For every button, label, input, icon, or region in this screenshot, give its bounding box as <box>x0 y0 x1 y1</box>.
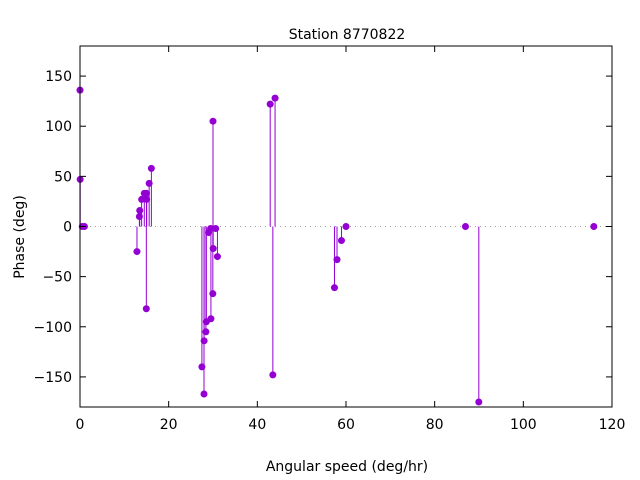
x-tick-label-0: 0 <box>76 417 85 433</box>
x-axis-ticks: 0 20 40 60 80 100 120 <box>76 46 626 433</box>
data-point-7 <box>138 195 146 203</box>
x-tick-label-6: 120 <box>599 417 626 433</box>
data-point-5 <box>135 212 143 220</box>
data-point-17 <box>202 328 210 336</box>
data-point-13 <box>147 164 155 172</box>
data-point-34 <box>461 223 469 230</box>
x-tick-label-2: 40 <box>248 417 266 433</box>
data-point-32 <box>337 237 345 245</box>
data-point-20 <box>207 225 215 233</box>
x-tick-label-5: 100 <box>510 417 537 433</box>
data-point-23 <box>209 117 217 125</box>
y-tick-label-4: 50 <box>54 169 72 185</box>
data-point-36 <box>590 223 598 230</box>
data-point-30 <box>330 284 338 292</box>
y-tick-label-5: 100 <box>45 119 72 135</box>
y-tick-label-0: −150 <box>34 370 72 386</box>
data-point-24 <box>209 245 217 253</box>
chart-title: Station 8770822 <box>289 27 406 43</box>
data-point-31 <box>333 256 341 264</box>
data-point-27 <box>266 100 274 108</box>
data-point-21 <box>207 315 215 323</box>
data-point-10 <box>143 189 150 197</box>
y-axis-ticks: −150 −100 −50 0 50 100 150 <box>34 69 612 386</box>
data-point-33 <box>342 223 350 230</box>
x-tick-label-3: 60 <box>337 417 355 433</box>
data-point-4 <box>133 248 141 256</box>
data-point-14 <box>198 363 206 371</box>
data-point-22 <box>209 290 217 298</box>
data-point-25 <box>212 225 220 233</box>
data-points <box>76 86 598 406</box>
data-point-12 <box>145 179 153 187</box>
data-point-9 <box>142 305 150 313</box>
stems <box>79 90 480 402</box>
x-tick-label-4: 80 <box>426 417 444 433</box>
y-tick-label-2: −50 <box>42 270 72 286</box>
y-axis-label: Phase (deg) <box>12 195 28 279</box>
data-point-26 <box>213 253 221 261</box>
y-tick-label-6: 150 <box>45 69 72 85</box>
y-tick-label-3: 0 <box>63 220 72 236</box>
x-axis-label: Angular speed (deg/hr) <box>266 459 428 475</box>
data-point-28 <box>269 371 277 379</box>
data-point-35 <box>475 398 483 406</box>
x-tick-label-1: 20 <box>160 417 178 433</box>
data-point-16 <box>200 337 208 345</box>
data-point-6 <box>136 206 144 214</box>
data-point-15 <box>200 390 208 398</box>
y-tick-label-1: −100 <box>34 320 72 336</box>
data-point-11 <box>143 195 151 203</box>
data-point-29 <box>271 94 279 102</box>
